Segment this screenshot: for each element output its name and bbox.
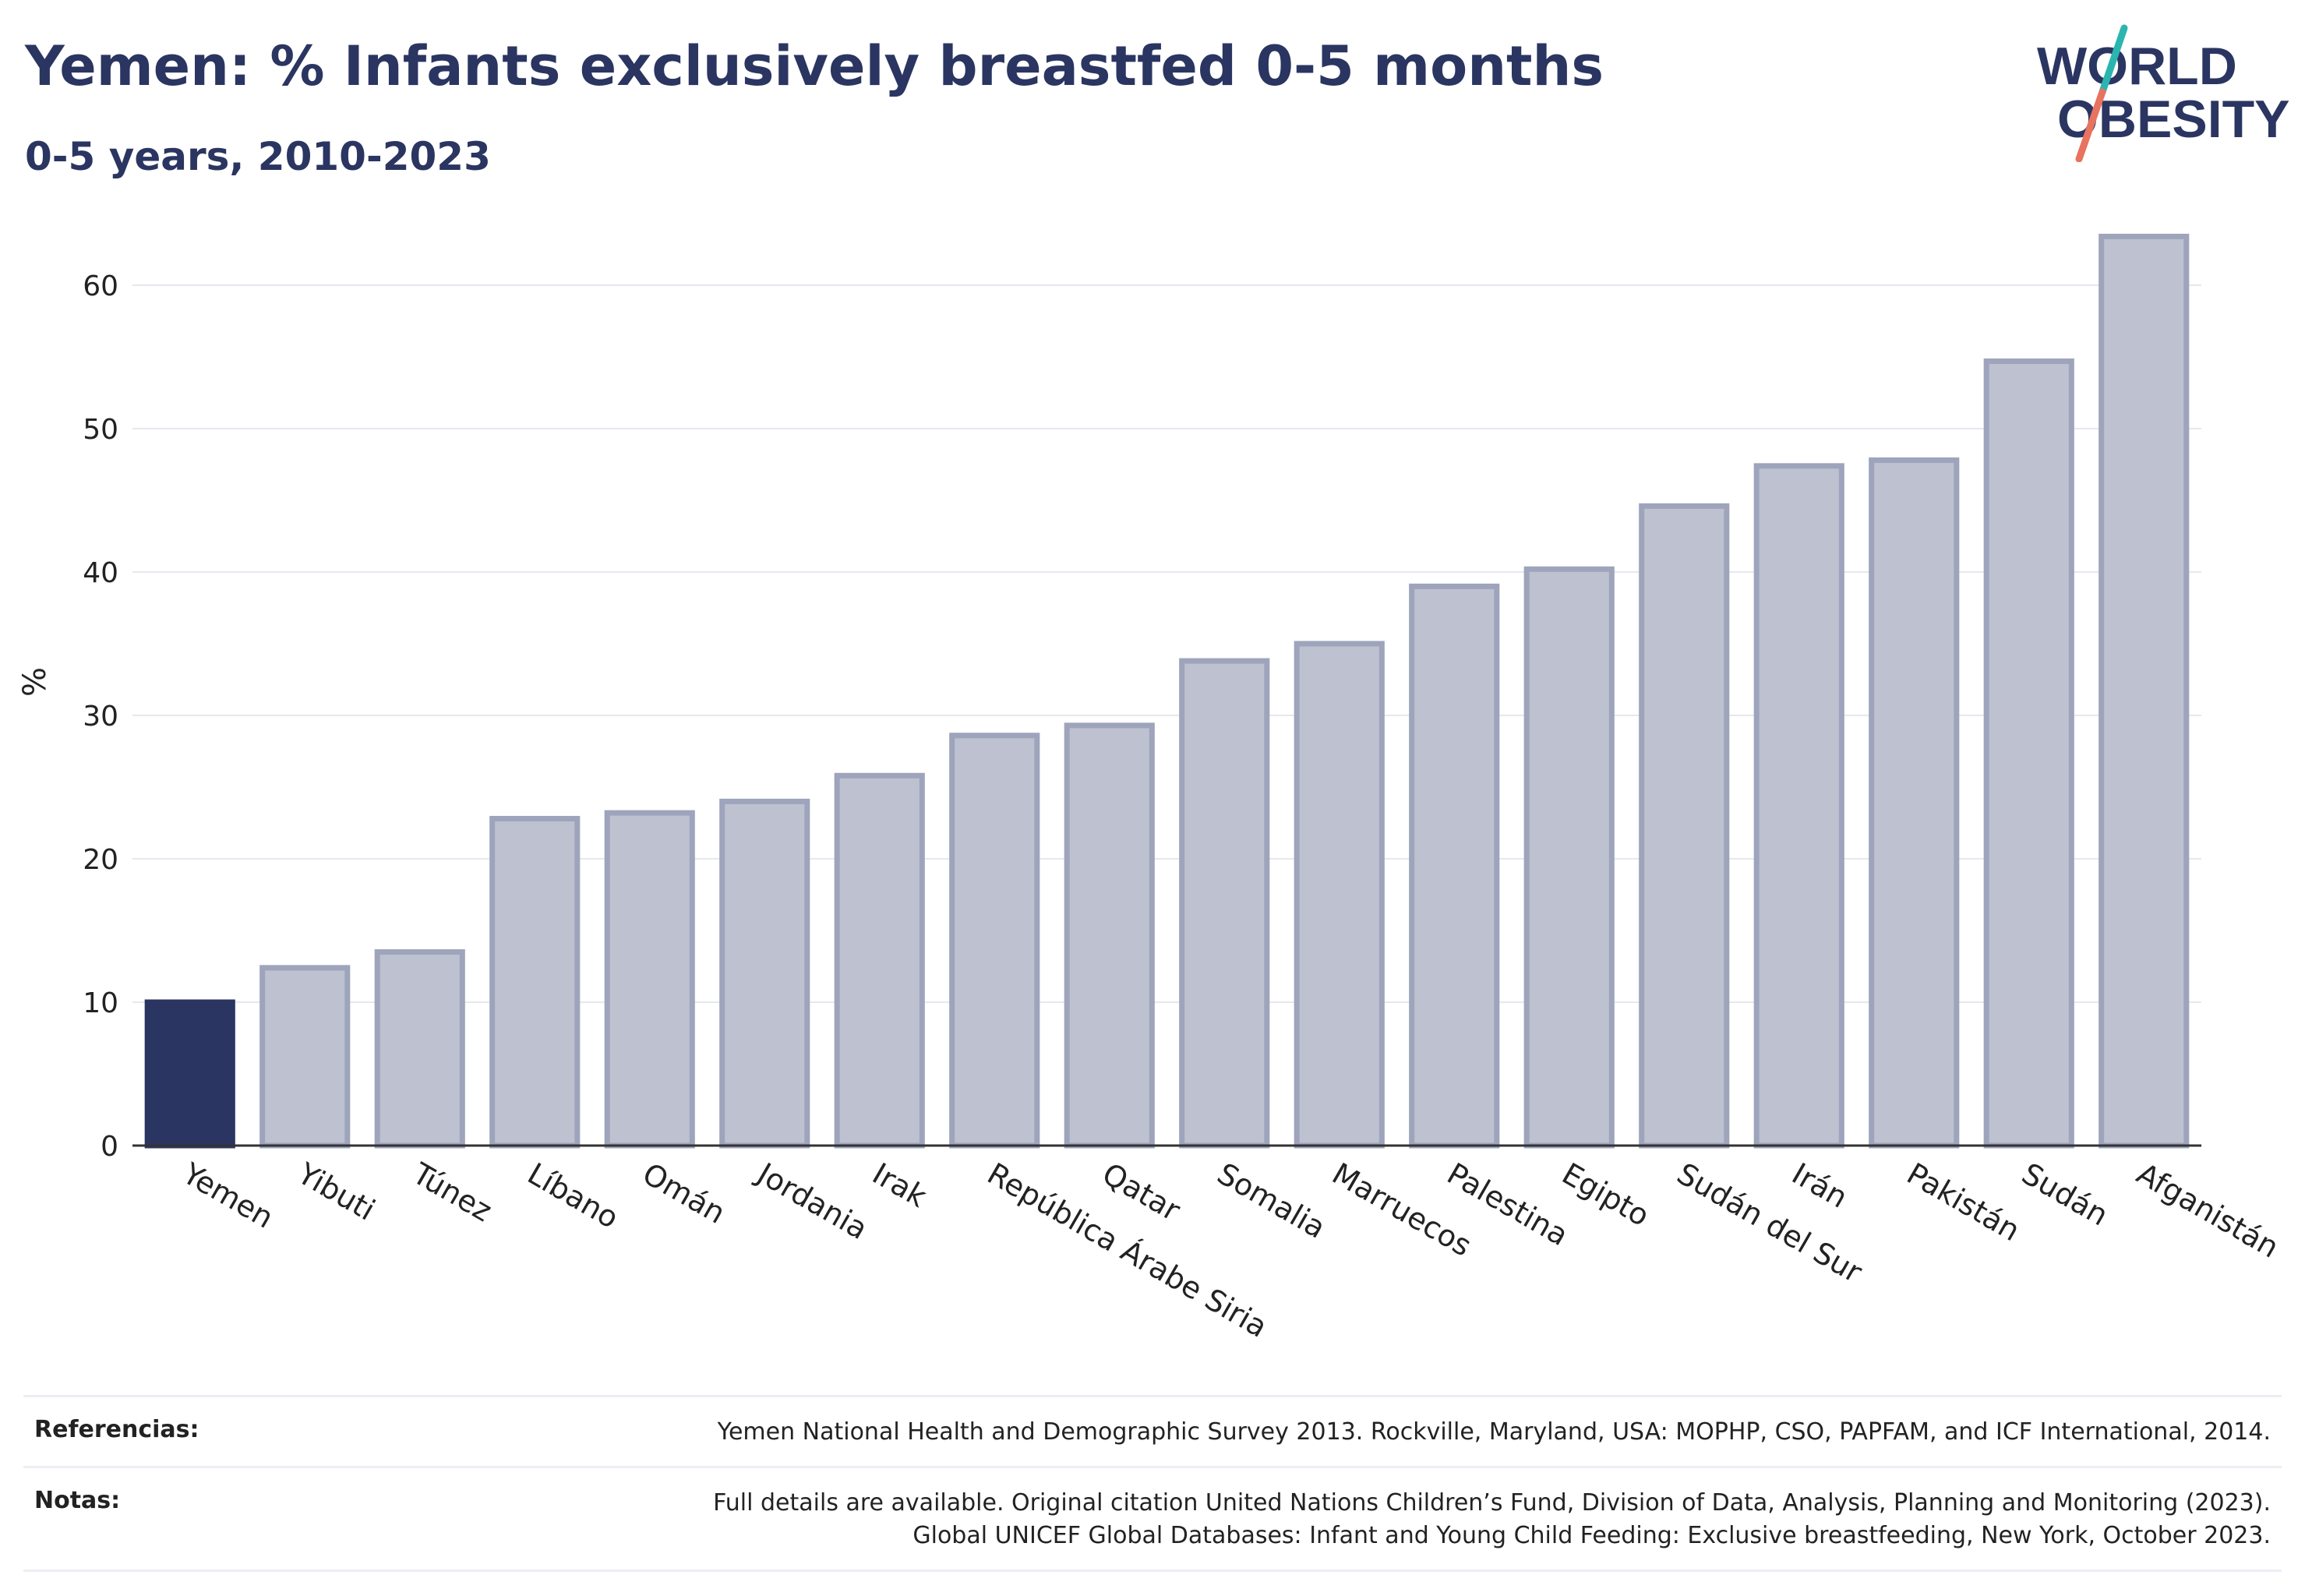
references-text: Yemen National Health and Demographic Su… (717, 1418, 2271, 1446)
x-tick-label: Pakistán (1901, 1156, 2026, 1248)
y-axis-label: % (17, 667, 53, 697)
bar-yibuti (259, 965, 351, 1149)
x-tick-label: Túnez (406, 1156, 497, 1228)
chart-title: Yemen: % Infants exclusively breastfed 0… (25, 34, 1604, 98)
y-tick-label: 30 (83, 701, 118, 733)
references-row: Referencias: Yemen National Health and D… (23, 1395, 2282, 1466)
chart-subtitle: 0-5 years, 2010-2023 (25, 134, 491, 179)
y-tick-labels: 0 10 20 30 40 50 60 (83, 270, 118, 1163)
x-tick-label: Afganistán (2131, 1156, 2285, 1265)
y-tick-label: 10 (83, 987, 118, 1019)
x-tick-label: Irán (1786, 1156, 1853, 1215)
bar-qatar (1064, 722, 1155, 1149)
bar-somalia (1179, 658, 1270, 1149)
bar-om-n (604, 810, 695, 1149)
bar-egipto (1523, 566, 1615, 1149)
bar-palestina (1409, 583, 1500, 1149)
grid-lines (132, 284, 2201, 1003)
bar-chart: 0 10 20 30 40 50 60 Yemen Yibuti Túnez Líbano Omán… (17, 233, 2285, 1344)
x-tick-label: Yibuti (291, 1156, 381, 1227)
x-tick-label: Jordania (750, 1156, 874, 1246)
bar-rep-blica-rabe-siria (949, 733, 1040, 1149)
x-tick-label: Omán (637, 1156, 731, 1231)
world-obesity-logo: WORLD OBESITY (2037, 24, 2290, 162)
notes-text: Full details are available. Original cit… (713, 1487, 2271, 1552)
bar-l-bano (489, 815, 581, 1149)
bar-yemen (144, 999, 235, 1149)
logo-slash-coral (2075, 88, 2106, 162)
notes-line-1: Full details are available. Original cit… (713, 1489, 2271, 1517)
y-tick-label: 40 (83, 557, 118, 589)
logo-text-world: WORLD (2037, 37, 2237, 96)
y-tick-label: 0 (101, 1131, 118, 1163)
bar-marruecos (1294, 641, 1385, 1149)
references-label: Referencias: (34, 1416, 199, 1443)
x-tick-label: Líbano (522, 1156, 625, 1235)
chart-footer: Referencias: Yemen National Health and D… (23, 1395, 2282, 1572)
bar-afganist-n (2099, 233, 2190, 1149)
x-tick-label: Somalia (1212, 1156, 1332, 1245)
y-tick-label: 60 (83, 270, 118, 302)
x-tick-label: Irak (867, 1156, 932, 1214)
y-tick-label: 20 (83, 844, 118, 876)
x-tick-label: Yemen (176, 1156, 279, 1235)
bars (144, 233, 2190, 1149)
bar-t-nez (374, 949, 465, 1149)
logo-slash-teal (2099, 24, 2128, 96)
notes-row: Notas: Full details are available. Origi… (23, 1466, 2282, 1572)
x-tick-label: Sudán (2016, 1156, 2114, 1233)
bar-irak (834, 772, 925, 1149)
y-tick-label: 50 (83, 414, 118, 446)
bar-jordania (719, 798, 810, 1149)
bar-sud-n (1983, 358, 2074, 1149)
notes-line-2: Global UNICEF Global Databases: Infant a… (912, 1522, 2271, 1549)
notes-label: Notas: (34, 1487, 121, 1514)
x-tick-label: Qatar (1096, 1156, 1186, 1228)
bar-pakist-n (1869, 457, 1960, 1149)
bar-ir-n (1753, 463, 1844, 1149)
bar-sud-n-del-sur (1639, 503, 1730, 1149)
